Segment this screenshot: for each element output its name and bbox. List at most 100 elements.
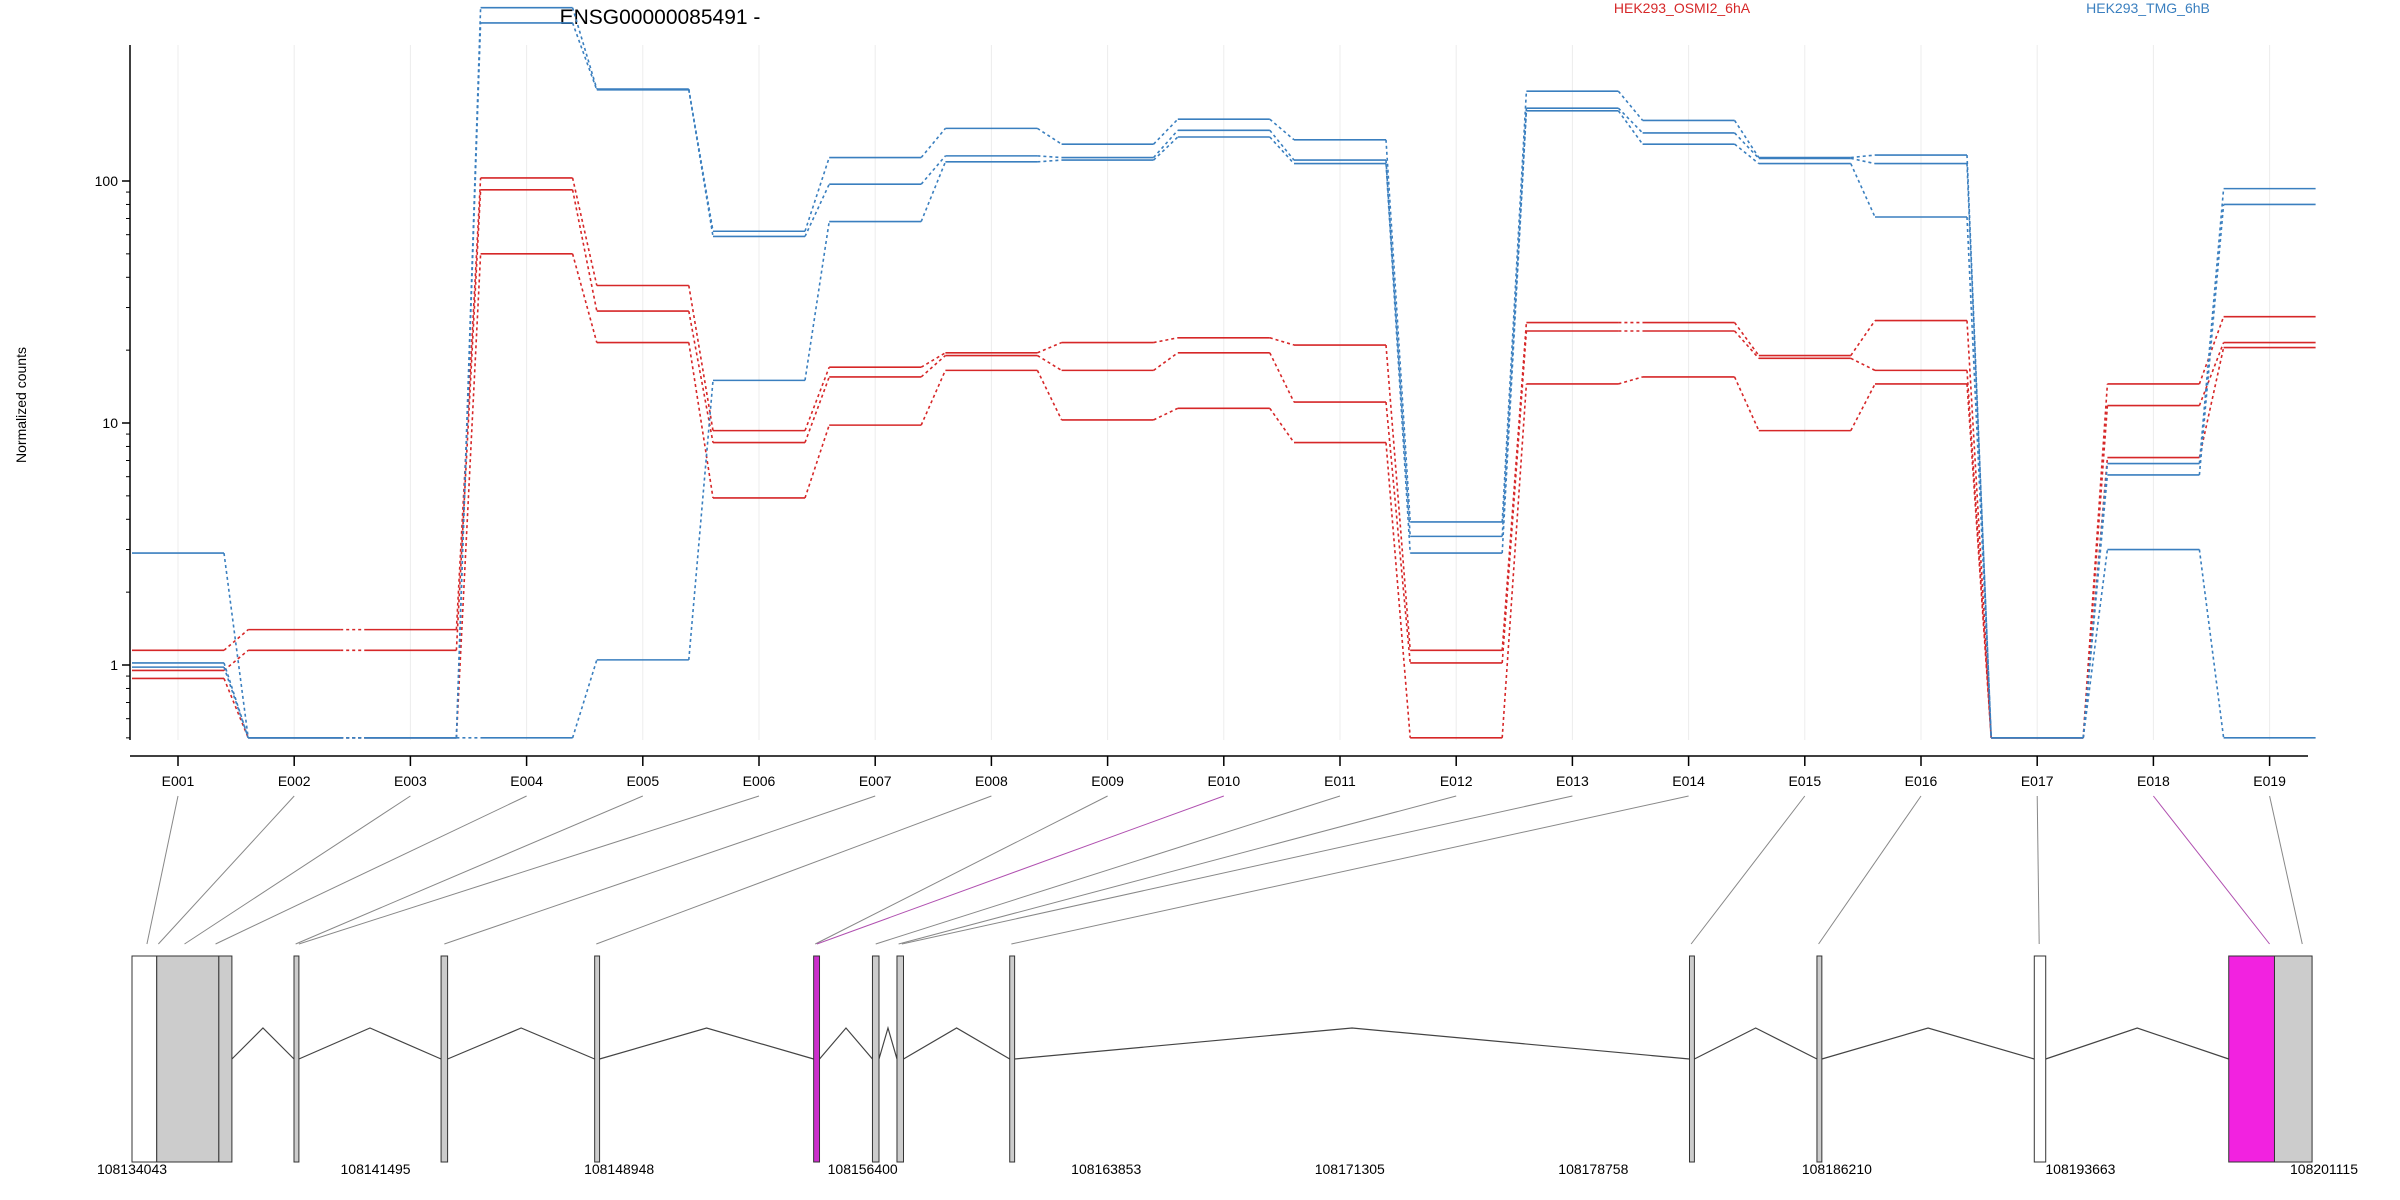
coordinate-label: 108163853 xyxy=(1071,1161,1141,1177)
exon-box xyxy=(1816,955,1823,1163)
coordinate-label: 108134043 xyxy=(97,1161,167,1177)
series-connector xyxy=(1385,442,1411,738)
series-connector xyxy=(1385,344,1411,651)
exon-link-E011 xyxy=(875,795,1341,945)
y-tick-label: 10 xyxy=(102,415,118,431)
series-connector xyxy=(688,88,714,232)
exon-link-E002 xyxy=(158,795,295,945)
x-tick-label-E007: E007 xyxy=(859,773,892,789)
series-4 xyxy=(132,22,2316,739)
series-connector xyxy=(455,189,482,651)
series-connector xyxy=(1850,163,1876,218)
exon-link-E008 xyxy=(596,795,992,945)
intron-line xyxy=(599,1027,814,1060)
series-connector xyxy=(1501,330,1528,663)
series-connector xyxy=(804,183,830,237)
series-connector xyxy=(2198,316,2225,385)
y-tick-label: 1 xyxy=(110,657,118,673)
series-connector xyxy=(1036,127,1063,145)
series-connector xyxy=(2198,549,2225,738)
series-connector xyxy=(1153,336,1178,344)
series-connector xyxy=(1733,376,1760,431)
series-connector xyxy=(1385,163,1411,554)
series-connector xyxy=(1036,354,1063,372)
exon-link-E001 xyxy=(146,795,179,945)
intron-line xyxy=(298,1027,442,1060)
series-connector xyxy=(804,424,830,499)
series-connector xyxy=(1269,337,1295,346)
series-connector xyxy=(1269,136,1295,165)
series-connector xyxy=(2198,204,2225,476)
exon-box xyxy=(218,955,233,1163)
series-connector xyxy=(571,659,598,739)
series-connector xyxy=(920,354,946,378)
exon-link-E003 xyxy=(184,795,411,945)
coordinate-label: 108193663 xyxy=(2045,1161,2115,1177)
series-connector xyxy=(1617,107,1644,134)
intron-line xyxy=(2045,1027,2229,1060)
series-connector xyxy=(1153,352,1179,372)
series-connector xyxy=(804,157,830,232)
genomic-coordinate-axis: 108134043 108141495 108148948 108156400 1081… xyxy=(97,1161,2358,1177)
coordinate-label: 108201115 xyxy=(2290,1161,2358,1177)
exon-box xyxy=(594,955,601,1163)
intron-line xyxy=(1821,1027,2035,1060)
exon-link-E009 xyxy=(815,795,1108,945)
series-connector xyxy=(223,678,249,739)
series-connector xyxy=(1734,132,1760,159)
x-tick-label-E014: E014 xyxy=(1672,773,1705,789)
x-tick-label-E005: E005 xyxy=(626,773,659,789)
x-tick-label-E002: E002 xyxy=(278,773,311,789)
x-axis: E001 E002 E003 E004 E005 E006 E007 E008 E009 E010… xyxy=(130,755,2308,789)
series-connector xyxy=(688,342,714,499)
series-connector xyxy=(2198,347,2225,458)
intron-line xyxy=(447,1027,595,1060)
exon-box xyxy=(813,955,821,1163)
series-connector xyxy=(1966,155,1992,738)
intron-line xyxy=(231,1027,295,1060)
series-connector xyxy=(688,89,714,237)
coordinate-label: 108186210 xyxy=(1802,1161,1872,1177)
intron-line xyxy=(1014,1027,1690,1060)
series-connector xyxy=(2082,383,2109,738)
series-1 xyxy=(132,188,2316,739)
y-axis-label: Normalized counts xyxy=(13,347,29,463)
series-connector xyxy=(1037,159,1062,163)
grid-lines xyxy=(177,45,2271,740)
series-connector xyxy=(571,177,598,286)
series-connector xyxy=(1850,357,1876,372)
series-connector xyxy=(1966,383,1992,738)
exon-box xyxy=(1688,955,1695,1163)
series-connector xyxy=(920,127,947,159)
exon-box xyxy=(2273,955,2313,1163)
x-tick-label-E010: E010 xyxy=(1207,773,1240,789)
series-connector xyxy=(688,380,714,660)
series-3 xyxy=(132,6,2316,739)
exon-link-lines xyxy=(146,795,2303,945)
x-tick-label-E004: E004 xyxy=(510,773,543,789)
series-connector xyxy=(1850,154,1876,159)
series-connector xyxy=(1850,320,1876,356)
series-connector xyxy=(455,177,482,630)
x-tick-label-E013: E013 xyxy=(1556,773,1589,789)
series-connector xyxy=(1501,108,1528,537)
exon-box xyxy=(2228,955,2275,1163)
coordinate-label: 108156400 xyxy=(828,1161,898,1177)
exon-link-E006 xyxy=(298,795,760,945)
series-connector xyxy=(1269,407,1295,444)
series-connector xyxy=(688,285,714,431)
series-connector xyxy=(455,22,482,738)
series-connector xyxy=(223,649,249,672)
exon-box xyxy=(2033,955,2047,1163)
x-tick-label-E017: E017 xyxy=(2021,773,2054,789)
series-connector xyxy=(1037,341,1062,354)
exon-box xyxy=(156,955,220,1163)
series-connector xyxy=(223,666,249,739)
series-connector xyxy=(571,22,598,91)
series-connector xyxy=(1269,352,1295,403)
series-connector xyxy=(1966,370,1992,738)
coordinate-label: 108148948 xyxy=(584,1161,654,1177)
x-tick-label-E006: E006 xyxy=(743,773,776,789)
coordinate-label: 108141495 xyxy=(341,1161,411,1177)
